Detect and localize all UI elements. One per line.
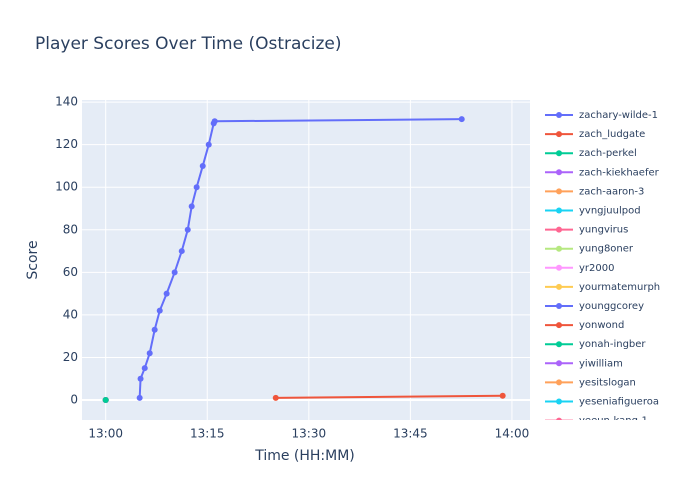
legend-swatch-marker	[556, 283, 562, 290]
y-tick-label: 20	[63, 350, 78, 364]
legend-item[interactable]: yr2000	[545, 263, 614, 274]
legend-label[interactable]: yonah-ingber	[579, 339, 646, 350]
legend-label[interactable]: yeeun-kang-1	[579, 416, 648, 427]
series-marker	[151, 326, 158, 333]
legend-item[interactable]: yesitslogan	[545, 377, 636, 388]
chart-title: Player Scores Over Time (Ostracize)	[35, 34, 342, 54]
series-marker	[156, 307, 163, 314]
series-marker	[171, 269, 178, 276]
legend-swatch-marker	[556, 131, 562, 138]
legend-item[interactable]: zach_ludgate	[545, 129, 645, 140]
legend-swatch-marker	[556, 150, 562, 157]
legend-item[interactable]: yonwond	[545, 320, 624, 331]
series-marker	[272, 394, 279, 401]
plot-area	[82, 100, 530, 420]
legend-item[interactable]: yung8oner	[545, 244, 634, 255]
legend-item[interactable]: yiwilliam	[545, 358, 623, 369]
series-marker	[199, 162, 206, 169]
y-tick-label: 0	[70, 393, 78, 407]
y-tick-label: 100	[55, 180, 78, 194]
y-tick-label: 120	[55, 137, 78, 151]
legend-swatch-marker	[556, 417, 562, 420]
legend-label[interactable]: zachary-wilde-1	[579, 110, 658, 121]
x-tick-label: 13:15	[190, 427, 225, 441]
series-marker	[136, 394, 143, 401]
legend-label[interactable]: yungvirus	[579, 225, 628, 236]
plot	[102, 116, 506, 403]
series-marker	[146, 350, 153, 357]
legend-item[interactable]: yourmatemurph	[545, 282, 660, 293]
series-marker	[137, 375, 144, 382]
legend-item[interactable]: yeeun-kang-1	[545, 416, 648, 427]
legend-swatch-marker	[556, 169, 562, 176]
series-marker	[102, 397, 109, 403]
series-marker	[205, 141, 212, 148]
grid	[82, 100, 530, 420]
legend-item[interactable]: zachary-wilde-1	[545, 110, 658, 121]
legend-label[interactable]: yvngjuulpod	[579, 206, 641, 217]
x-tick-label: 13:00	[88, 427, 123, 441]
legend-label[interactable]: zach-perkel	[579, 148, 637, 159]
legend-item[interactable]: yeseniafigueroa	[545, 397, 659, 408]
y-tick-label: 80	[63, 222, 78, 236]
legend-label[interactable]: yonwond	[579, 320, 624, 331]
legend-label[interactable]: yeseniafigueroa	[579, 397, 659, 408]
legend-label[interactable]: yiwilliam	[579, 358, 623, 369]
legend-swatch-marker	[556, 245, 562, 252]
legend-item[interactable]: zach-perkel	[545, 148, 637, 159]
legend-swatch-marker	[556, 188, 562, 195]
series-marker	[211, 118, 218, 125]
y-axis-title: Score	[25, 240, 41, 279]
legend-label[interactable]: younggcorey	[579, 301, 644, 312]
legend-item[interactable]: yvngjuulpod	[545, 206, 641, 217]
series-marker	[184, 226, 191, 233]
series-marker	[188, 203, 195, 210]
legend-label[interactable]: yr2000	[579, 263, 614, 274]
y-tick-label: 60	[63, 265, 78, 279]
series-marker	[193, 184, 200, 191]
y-tick-label: 140	[55, 95, 78, 109]
legend-swatch-marker	[556, 303, 562, 309]
x-axis-title: Time (HH:MM)	[254, 448, 355, 464]
series-line	[275, 394, 503, 399]
y-tick-label: 40	[63, 307, 78, 321]
legend-label[interactable]: zach-aaron-3	[579, 186, 644, 197]
legend-swatch-marker	[556, 226, 562, 233]
legend-label[interactable]: zach-kiekhaefer	[579, 167, 660, 178]
x-tick-label: 14:00	[495, 427, 530, 441]
legend-label[interactable]: yesitslogan	[579, 377, 636, 388]
legend-label[interactable]: yourmatemurph	[579, 282, 660, 293]
legend-item[interactable]: younggcorey	[545, 301, 644, 312]
legend-swatch-marker	[556, 264, 562, 271]
legend-swatch-marker	[556, 360, 562, 367]
series-marker	[499, 392, 506, 399]
legend-swatch-marker	[556, 322, 562, 329]
legend-label[interactable]: zach_ludgate	[579, 129, 645, 140]
legend-swatch-marker	[556, 112, 562, 118]
series-marker	[178, 248, 185, 255]
legend-swatch-marker	[556, 379, 562, 386]
legend-swatch-marker	[556, 341, 562, 348]
legend-item[interactable]: yonah-ingber	[545, 339, 646, 350]
legend: zachary-wilde-1 zach_ludgate zach-perkel za…	[545, 110, 660, 427]
series-marker	[163, 290, 170, 297]
x-tick-label: 13:45	[393, 427, 428, 441]
series-marker	[141, 365, 148, 372]
legend-item[interactable]: zach-aaron-3	[545, 186, 644, 197]
legend-item[interactable]: zach-kiekhaefer	[545, 167, 660, 178]
legend-label[interactable]: yung8oner	[579, 244, 634, 255]
x-tick-label: 13:30	[292, 427, 327, 441]
legend-item[interactable]: yungvirus	[545, 225, 628, 236]
legend-swatch-marker	[556, 398, 562, 405]
series-marker	[458, 116, 465, 123]
legend-swatch-marker	[556, 207, 562, 214]
